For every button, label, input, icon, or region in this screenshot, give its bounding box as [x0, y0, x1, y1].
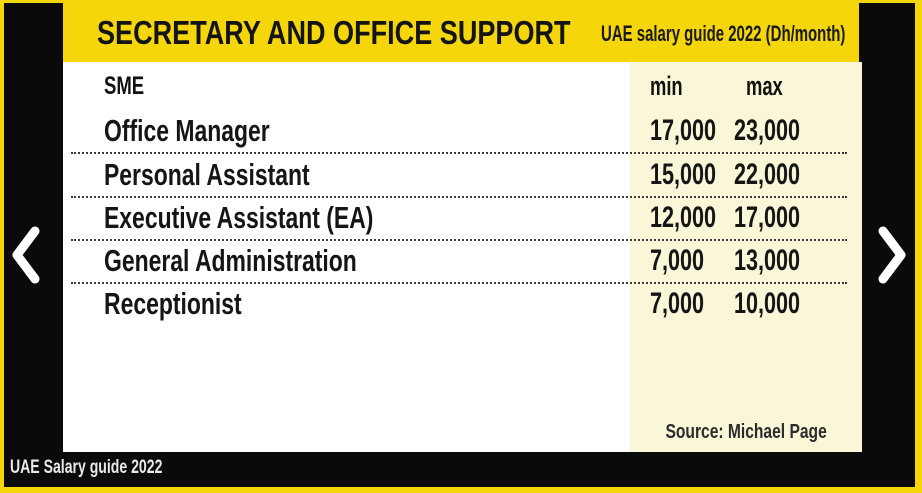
- column-header-sme: SME: [104, 71, 145, 100]
- role-cell: Executive Assistant (EA): [104, 200, 374, 235]
- max-cell: 13,000: [734, 244, 801, 277]
- chevron-left-icon: [11, 225, 41, 288]
- chevron-right-icon: [877, 225, 907, 288]
- column-header-max: max: [746, 70, 783, 101]
- table-row: General Administration 7,000 13,000: [71, 240, 847, 284]
- header-subtitle: UAE salary guide 2022 (Dh/month): [486, 5, 845, 62]
- role-cell: Receptionist: [104, 286, 242, 321]
- image-caption: UAE Salary guide 2022: [10, 457, 163, 478]
- min-cell: 17,000: [650, 114, 717, 147]
- role-cell: General Administration: [104, 243, 357, 278]
- table-row: Receptionist 7,000 10,000: [71, 283, 847, 325]
- min-cell: 12,000: [650, 201, 717, 234]
- min-cell: 7,000: [650, 287, 705, 320]
- header-bar: SECRETARY AND OFFICE SUPPORT UAE salary …: [63, 3, 859, 62]
- max-cell: 23,000: [734, 114, 801, 147]
- carousel-next-button[interactable]: [872, 221, 912, 291]
- column-header-min: min: [650, 70, 683, 101]
- role-cell: Personal Assistant: [104, 157, 310, 192]
- table-header-row: SME min max: [71, 62, 847, 110]
- max-cell: 22,000: [734, 158, 801, 191]
- min-cell: 15,000: [650, 158, 717, 191]
- table-row: Office Manager 17,000 23,000: [71, 110, 847, 154]
- max-cell: 10,000: [734, 287, 801, 320]
- header-subtitle-text: UAE salary guide 2022 (Dh/month): [600, 20, 845, 46]
- max-cell: 17,000: [734, 201, 801, 234]
- page-title: SECRETARY AND OFFICE SUPPORT: [97, 3, 675, 62]
- minmax-column-background: [630, 62, 862, 452]
- salary-table: SME min max Office Manager 17,000 23,000…: [63, 62, 862, 452]
- min-cell: 7,000: [650, 244, 705, 277]
- role-cell: Office Manager: [104, 113, 270, 148]
- table-row: Executive Assistant (EA) 12,000 17,000: [71, 197, 847, 241]
- source-credit: Source: Michael Page: [665, 420, 827, 443]
- table-row: Personal Assistant 15,000 22,000: [71, 154, 847, 198]
- carousel-prev-button[interactable]: [6, 221, 46, 291]
- page-title-text: SECRETARY AND OFFICE SUPPORT: [97, 13, 571, 51]
